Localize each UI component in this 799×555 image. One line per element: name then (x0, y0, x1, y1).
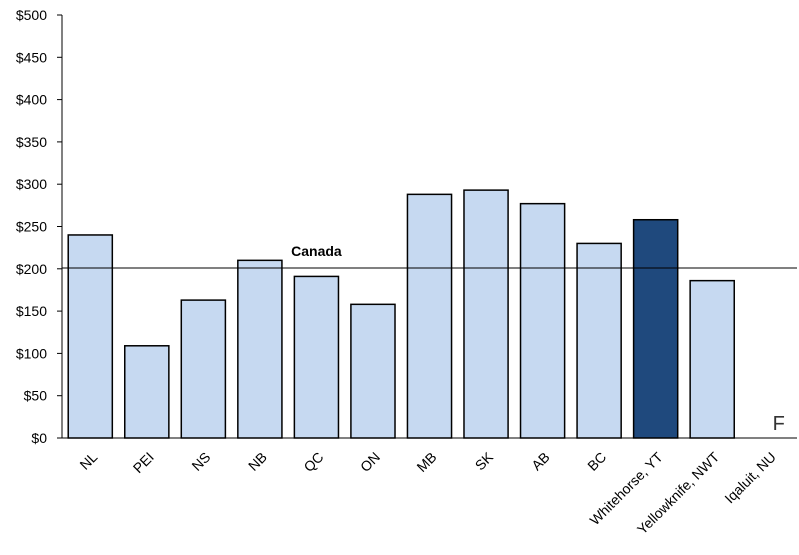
bar (180, 299, 227, 439)
y-tick-label: $100 (16, 345, 47, 361)
y-tick-label: $300 (16, 176, 47, 192)
bar (350, 303, 396, 439)
y-tick-label: $350 (16, 134, 47, 150)
bar (689, 279, 735, 439)
y-tick-label: $400 (16, 92, 47, 108)
bar (124, 345, 170, 439)
missing-data-marker: F (773, 413, 785, 435)
x-tick-label: NL (76, 449, 100, 473)
y-tick-label: $150 (16, 303, 47, 319)
bar (519, 202, 566, 439)
y-axis: $0 $50 $100 $150 $200 $250 $300 $350 $400 $450 $50… (16, 7, 63, 446)
x-tick-label: AB (528, 449, 553, 474)
y-tick-label: $200 (16, 261, 47, 277)
reference-line-label: Canada (291, 243, 342, 259)
reference-line-group: Canada (62, 243, 797, 269)
x-tick-label: NB (245, 449, 270, 474)
y-tick-label: $500 (16, 7, 47, 23)
bar (632, 218, 679, 439)
bar (406, 193, 453, 439)
x-tick-label: NS (188, 449, 213, 474)
x-tick-label: Iqaluit, NU (721, 449, 779, 507)
bar (293, 275, 340, 439)
y-tick-label: $250 (16, 219, 47, 235)
x-tick-label: BC (584, 449, 609, 474)
y-tick-label: $50 (24, 388, 48, 404)
x-tick-label: QC (300, 449, 326, 475)
bar (576, 242, 622, 439)
y-tick-label: $0 (31, 430, 47, 446)
bar (237, 259, 283, 439)
bar (67, 234, 114, 439)
x-tick-label: ON (357, 449, 383, 475)
y-tick-label: $450 (16, 49, 47, 65)
x-tick-label: PEI (130, 449, 157, 476)
bars: F (67, 189, 785, 439)
x-tick-label: SK (472, 448, 497, 473)
bar (463, 189, 509, 439)
x-tick-label: MB (413, 449, 439, 475)
